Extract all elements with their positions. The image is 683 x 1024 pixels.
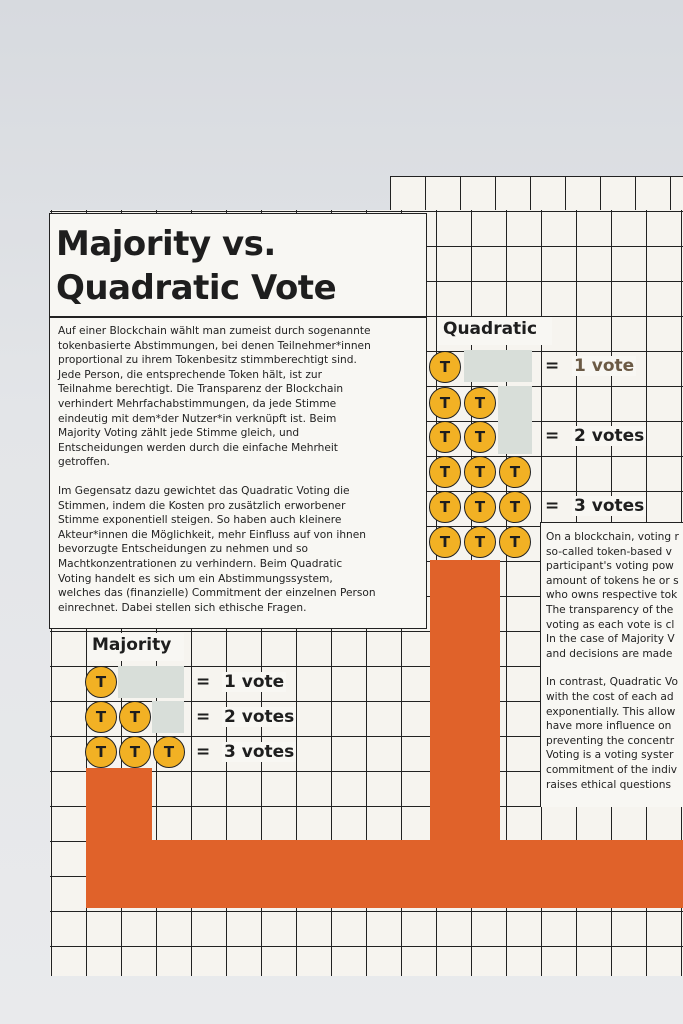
quadratic-token: T [464, 456, 496, 488]
quadratic-shade-row-2 [498, 386, 532, 454]
quadratic-result-2: 2 votes [572, 426, 647, 446]
english-panel [540, 522, 683, 807]
majority-label: Majority [92, 635, 172, 655]
quadratic-equals-2: = [545, 426, 560, 446]
quadratic-token: T [464, 526, 496, 558]
quadratic-result-3: 3 votes [572, 496, 647, 516]
title-divider-line [49, 316, 427, 318]
grid-top-right [390, 176, 683, 216]
majority-token: T [85, 736, 117, 768]
quadratic-equals-3: = [545, 496, 560, 516]
majority-shade-row-1 [118, 666, 184, 698]
quadratic-token: T [429, 456, 461, 488]
majority-shade-row-2 [152, 701, 184, 733]
english-paragraph-2: In contrast, Quadratic Vo with the cost … [546, 676, 678, 791]
majority-equals-1: = [196, 672, 211, 692]
quadratic-shade-row-1 [464, 350, 532, 382]
quadratic-token: T [429, 491, 461, 523]
quadratic-token: T [429, 351, 461, 383]
quadratic-token: T [429, 421, 461, 453]
majority-token: T [119, 701, 151, 733]
quadratic-token: T [429, 526, 461, 558]
quadratic-result-1: 1 vote [572, 356, 637, 376]
quadratic-label: Quadratic [443, 319, 538, 339]
quadratic-label-bg [438, 317, 552, 345]
quadratic-token: T [464, 421, 496, 453]
quadratic-token: T [429, 387, 461, 419]
german-description: Auf einer Blockchain wählt man zumeist d… [58, 324, 378, 629]
english-paragraph-1: On a blockchain, voting r so-called toke… [546, 531, 679, 660]
majority-token: T [153, 736, 185, 768]
majority-label-bg [88, 633, 184, 661]
german-paragraph-2: Im Gegensatz dazu gewichtet das Quadrati… [58, 484, 376, 614]
quadratic-token: T [499, 456, 531, 488]
majority-token: T [85, 701, 117, 733]
english-description: On a blockchain, voting r so-called toke… [546, 530, 683, 806]
majority-result-3: 3 votes [222, 742, 297, 762]
orange-band-horizontal [86, 840, 683, 908]
majority-result-1: 1 vote [222, 672, 287, 692]
majority-result-2: 2 votes [222, 707, 297, 727]
quadratic-token: T [464, 491, 496, 523]
majority-token: T [119, 736, 151, 768]
quadratic-token: T [464, 387, 496, 419]
german-paragraph-1: Auf einer Blockchain wählt man zumeist d… [58, 325, 371, 469]
quadratic-token: T [499, 526, 531, 558]
quadratic-equals-1: = [545, 356, 560, 376]
orange-band-vertical-right [430, 560, 500, 860]
title-line-1: Majority vs. [56, 224, 276, 264]
text-panel [49, 213, 427, 629]
quadratic-token: T [499, 491, 531, 523]
majority-equals-2: = [196, 707, 211, 727]
majority-equals-3: = [196, 742, 211, 762]
majority-token: T [85, 666, 117, 698]
title-line-2: Quadratic Vote [56, 268, 337, 308]
page-title: Majority vs. Quadratic Vote [56, 222, 337, 310]
